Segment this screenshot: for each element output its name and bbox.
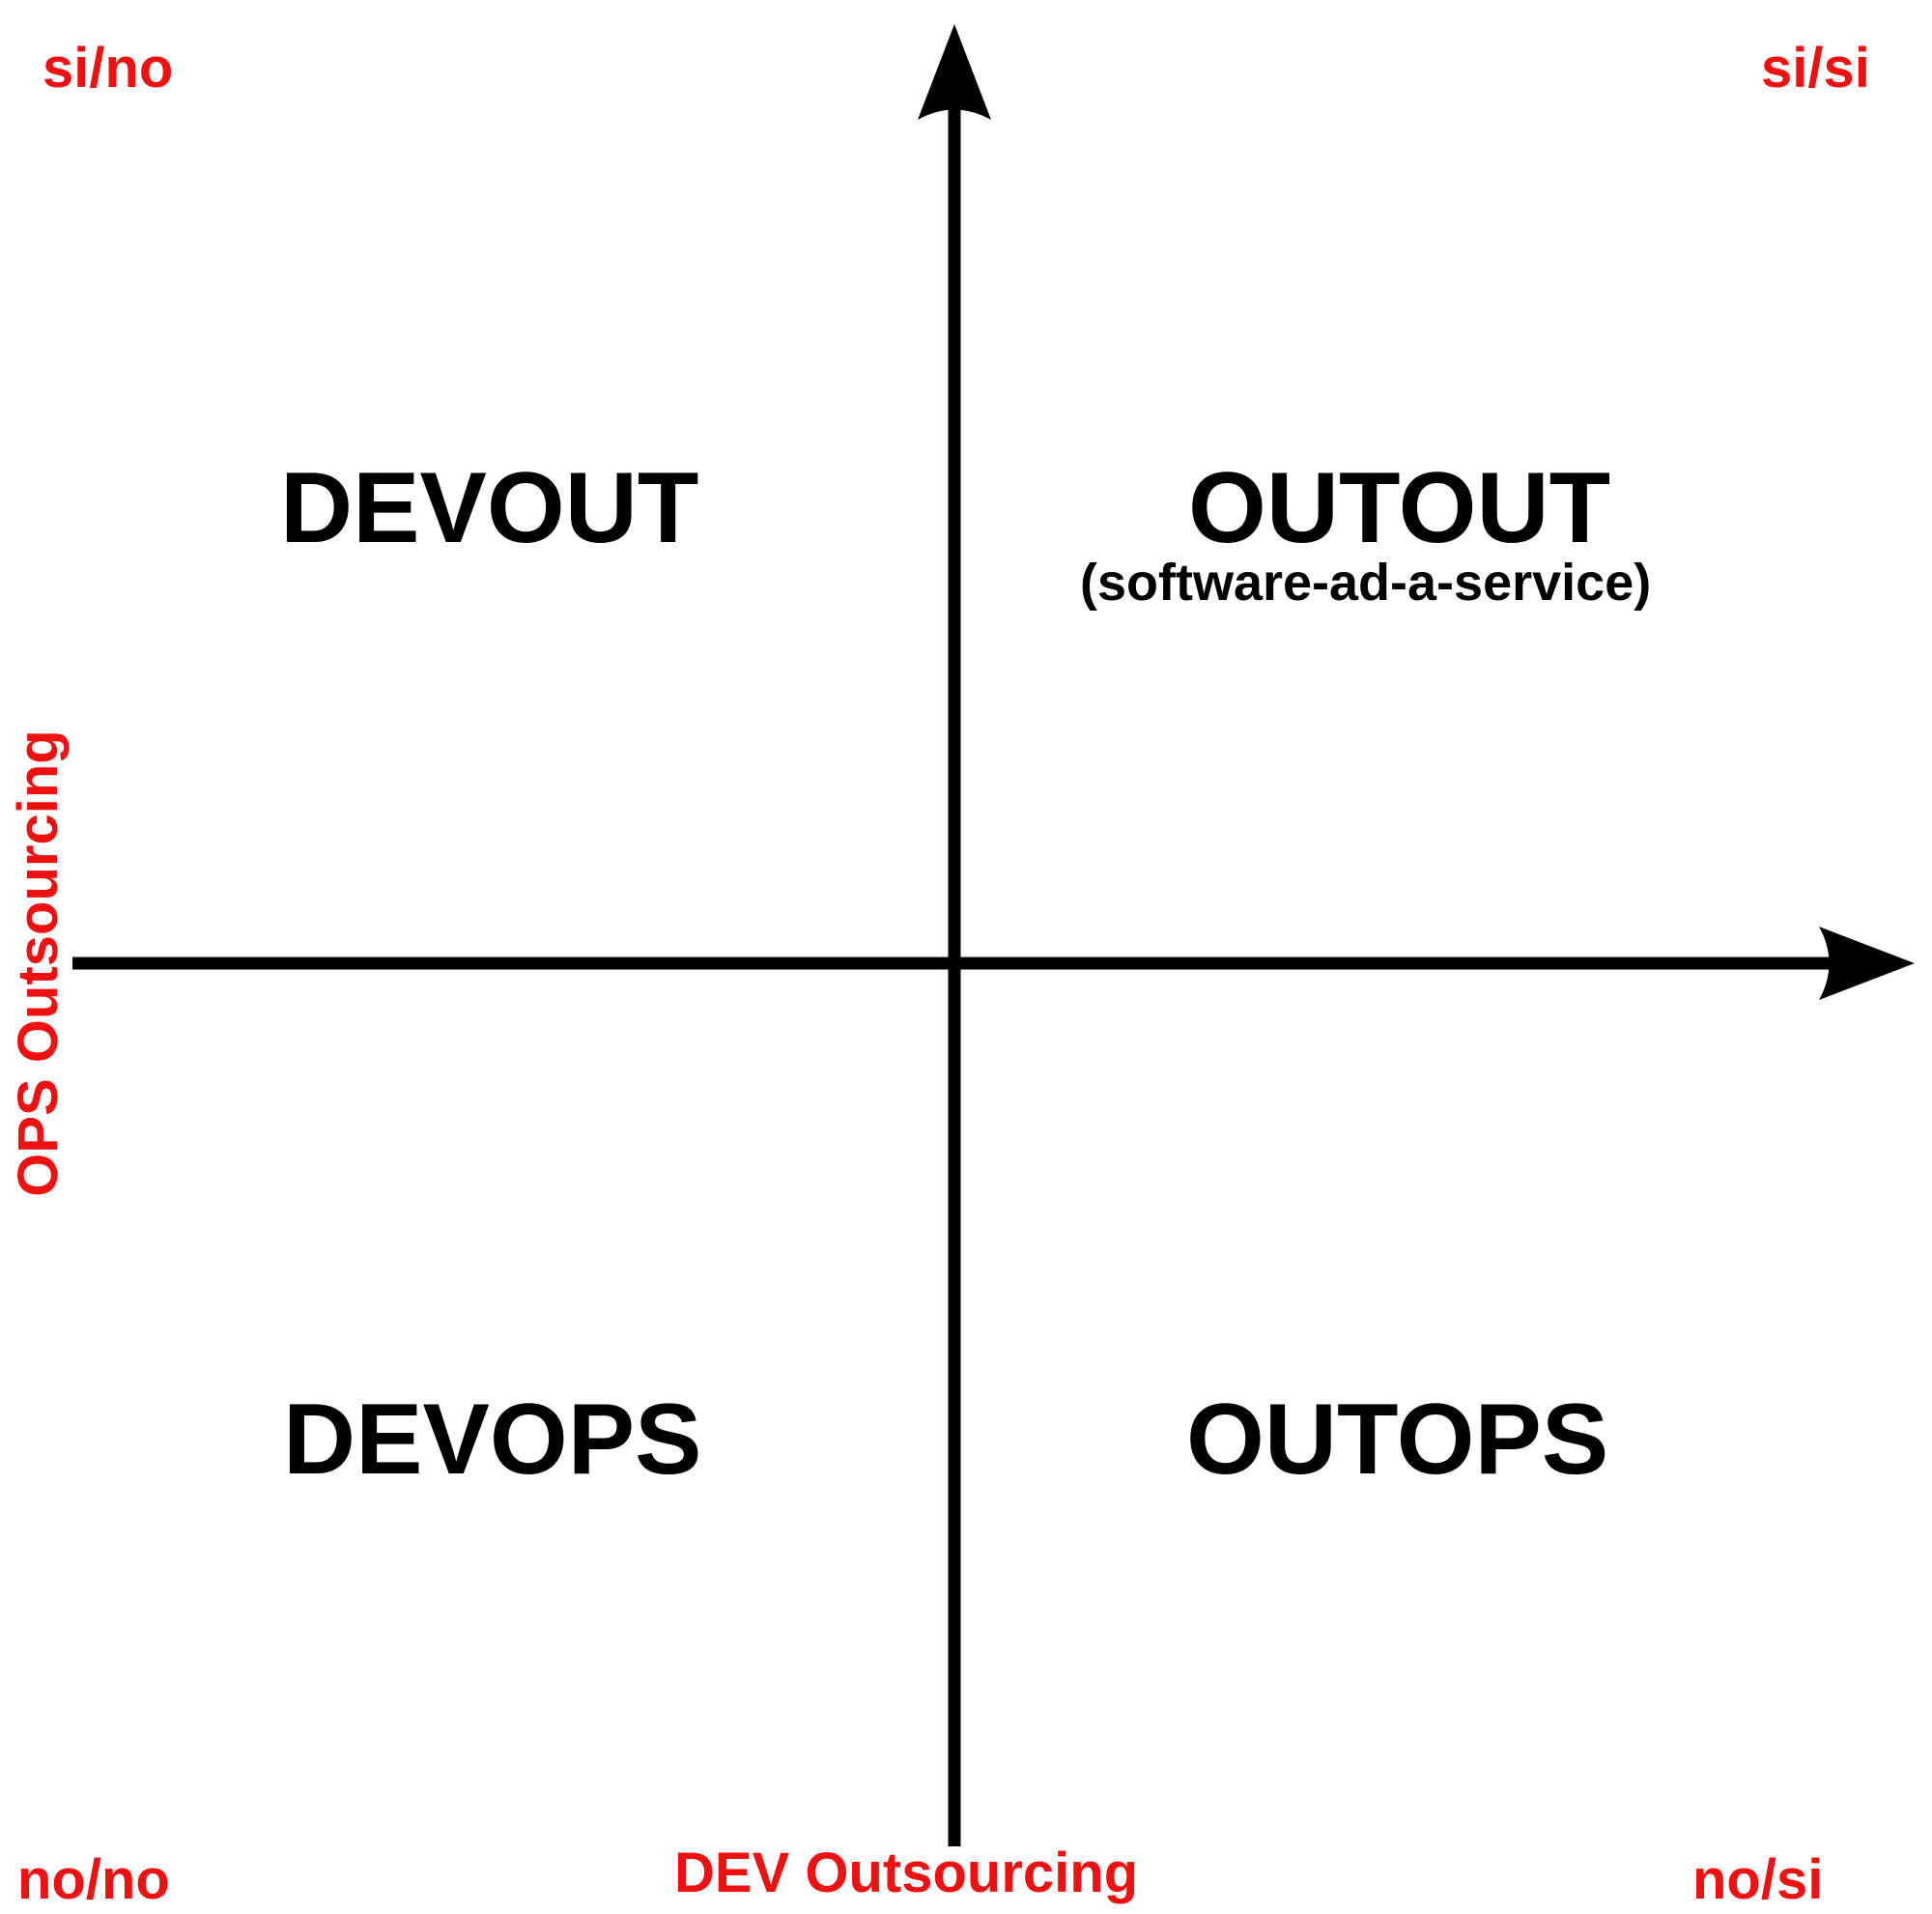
corner-label-top-right: si/si bbox=[1761, 37, 1870, 100]
corner-label-top-left: si/no bbox=[43, 37, 174, 100]
horizontal-axis-label: DEV Outsourcing bbox=[674, 1842, 1139, 1904]
quadrant-title-devout: DEVOUT bbox=[280, 452, 699, 564]
quadrant-title-outout: OUTOUT bbox=[1188, 452, 1611, 564]
corner-label-bottom-left: no/no bbox=[17, 1848, 170, 1911]
vertical-axis-label: OPS Outsourcing bbox=[7, 729, 70, 1197]
horizontal-axis-arrowhead bbox=[1819, 927, 1915, 1000]
vertical-axis-arrowhead bbox=[918, 24, 991, 120]
quadrant-title-outops: OUTOPS bbox=[1186, 1384, 1609, 1496]
quadrant-title-devops: DEVOPS bbox=[283, 1384, 702, 1496]
corner-label-bottom-right: no/si bbox=[1692, 1848, 1824, 1911]
quadrant-subtitle-outout: (software-ad-a-service) bbox=[1080, 554, 1652, 612]
